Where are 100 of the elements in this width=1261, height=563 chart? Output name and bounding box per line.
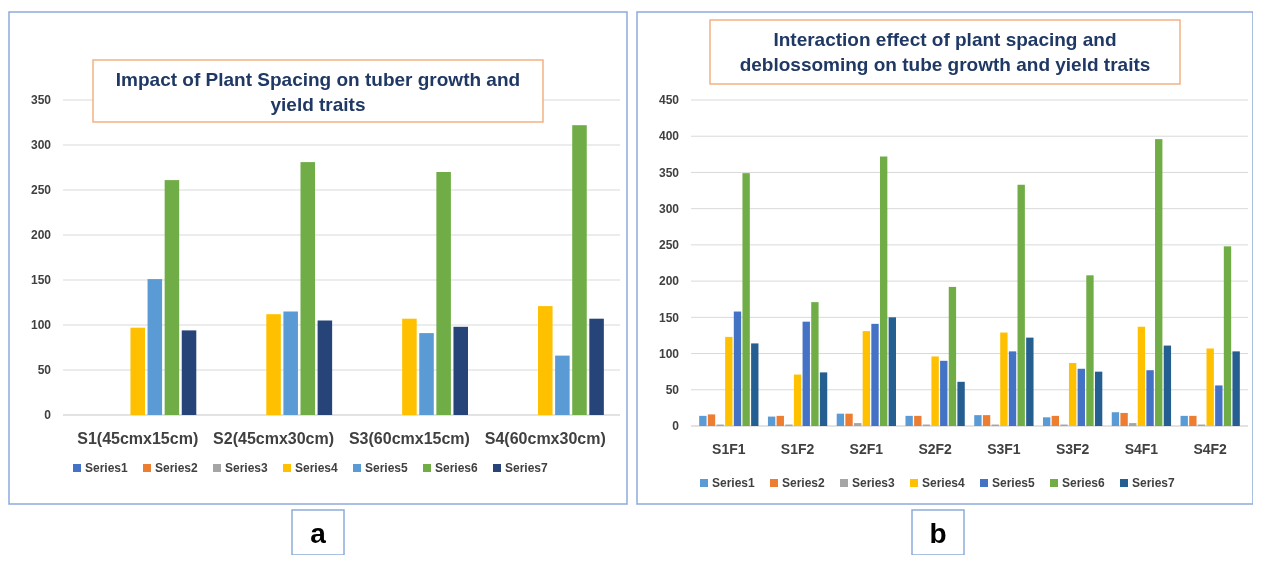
bar <box>538 306 553 415</box>
bar <box>1008 351 1017 426</box>
bar <box>1206 348 1214 426</box>
bar <box>1068 362 1077 426</box>
legend-label: Series4 <box>922 476 966 490</box>
x-tick-label: S3F2 <box>1055 441 1090 457</box>
bar <box>707 414 716 426</box>
bar <box>181 330 197 415</box>
bar <box>1223 246 1232 426</box>
bar <box>419 333 434 415</box>
x-tick-label: S2F2 <box>918 441 953 457</box>
y-tick-label: 100 <box>658 346 680 361</box>
bar <box>1077 368 1085 426</box>
y-tick-label: 0 <box>672 419 680 434</box>
bar <box>1000 332 1008 426</box>
y-tick-label: 150 <box>658 310 680 325</box>
x-tick-label: S4(60cmx30cm) <box>484 430 606 447</box>
legend-label: Series7 <box>1132 476 1176 490</box>
x-tick-label: S4F1 <box>1124 441 1159 457</box>
chart-title: Impact of Plant Spacing on tuber growth and yield traits <box>115 69 521 115</box>
x-tick-label: S1(45cmx15cm) <box>77 430 199 447</box>
legend-label: Series5 <box>992 476 1036 490</box>
bar <box>1180 415 1188 426</box>
bar <box>854 423 862 426</box>
chart-title: Interaction effect of plant spacing and deblossoming on tube growth and yield traits <box>739 29 1151 75</box>
bar <box>402 318 417 415</box>
bar <box>699 415 707 426</box>
bar <box>767 416 776 426</box>
legend-label: Series6 <box>435 461 479 475</box>
bar <box>871 323 879 426</box>
bar <box>1111 412 1120 426</box>
bar <box>905 415 913 426</box>
legend-label: Series3 <box>225 461 269 475</box>
legend-label: Series3 <box>852 476 896 490</box>
x-tick-label: S4F2 <box>1193 441 1228 457</box>
bar <box>974 415 982 426</box>
bar <box>1120 412 1128 426</box>
bar <box>982 415 991 426</box>
bar <box>793 374 802 426</box>
bar <box>1155 139 1163 426</box>
bar <box>742 173 750 426</box>
bar <box>948 286 957 426</box>
x-tick-label: S3(60cmx15cm) <box>348 430 470 447</box>
bar <box>1146 370 1154 426</box>
bar <box>751 343 759 426</box>
bar <box>957 381 965 426</box>
bar <box>572 125 587 415</box>
bar <box>914 415 922 426</box>
bar <box>1189 415 1197 426</box>
bar <box>845 413 853 426</box>
y-tick-label: 150 <box>30 273 52 288</box>
legend-label: Series1 <box>712 476 756 490</box>
bar <box>811 302 819 426</box>
text: b <box>929 518 947 549</box>
y-tick-label: 200 <box>30 228 52 243</box>
legend-label: Series1 <box>85 461 129 475</box>
y-tick-label: 450 <box>658 93 680 108</box>
legend-label: Series5 <box>365 461 409 475</box>
bar <box>888 317 896 426</box>
bar <box>1232 351 1240 426</box>
bar <box>317 320 333 415</box>
bar <box>283 311 298 415</box>
y-tick-label: 0 <box>44 408 52 423</box>
bar <box>776 415 784 426</box>
y-tick-label: 400 <box>658 129 680 144</box>
text: a <box>310 518 327 549</box>
y-tick-label: 100 <box>30 318 52 333</box>
bar <box>130 327 145 415</box>
bar <box>300 162 316 415</box>
y-tick-label: 300 <box>658 201 680 216</box>
bar <box>931 356 939 426</box>
y-tick-label: 50 <box>37 363 52 378</box>
bar <box>453 326 468 415</box>
bar <box>1137 326 1146 426</box>
y-tick-label: 200 <box>658 274 680 289</box>
y-tick-label: 250 <box>30 183 52 198</box>
y-tick-label: 250 <box>658 238 680 253</box>
x-tick-label: S1F2 <box>780 441 815 457</box>
bar <box>1051 415 1060 426</box>
bar <box>266 314 281 415</box>
bar <box>147 279 163 415</box>
bar <box>802 321 810 426</box>
legend-label: Series7 <box>505 461 549 475</box>
y-tick-label: 350 <box>658 165 680 180</box>
bar <box>1086 275 1094 426</box>
bar <box>589 318 604 415</box>
legend-label: Series2 <box>782 476 826 490</box>
legend-label: Series2 <box>155 461 199 475</box>
bar <box>555 355 570 415</box>
bar <box>879 156 888 426</box>
x-tick-label: S2(45cmx30cm) <box>213 430 335 447</box>
bar <box>836 413 845 426</box>
y-tick-label: 300 <box>30 138 52 153</box>
bar <box>862 331 871 426</box>
bar <box>1094 371 1103 426</box>
bar <box>733 311 742 426</box>
legend-label: Series4 <box>295 461 339 475</box>
x-tick-label: S2F1 <box>849 441 884 457</box>
bar <box>1215 385 1223 426</box>
bar <box>1026 337 1034 426</box>
